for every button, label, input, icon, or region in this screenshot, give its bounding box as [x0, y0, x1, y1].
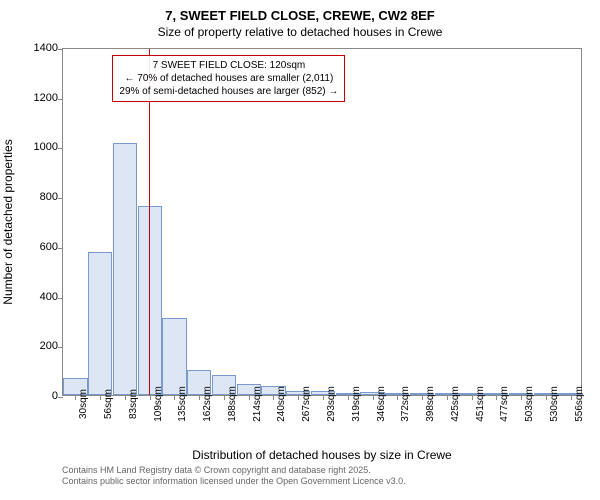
x-tick — [447, 395, 448, 400]
callout-line3: 29% of semi-detached houses are larger (… — [119, 85, 338, 98]
x-tick-label: 83sqm — [128, 389, 139, 419]
x-tick-label: 188sqm — [227, 386, 238, 422]
x-tick — [174, 395, 175, 400]
chart-container: 7, SWEET FIELD CLOSE, CREWE, CW2 8EF Siz… — [0, 0, 600, 500]
y-tick — [58, 49, 63, 50]
x-tick — [571, 395, 572, 400]
x-tick — [249, 395, 250, 400]
y-tick-label: 400 — [40, 291, 58, 303]
callout-box: 7 SWEET FIELD CLOSE: 120sqm← 70% of deta… — [112, 55, 345, 102]
x-tick — [397, 395, 398, 400]
y-tick — [58, 148, 63, 149]
x-tick — [323, 395, 324, 400]
y-tick-label: 600 — [40, 241, 58, 253]
x-tick — [224, 395, 225, 400]
histogram-bar — [113, 143, 137, 395]
x-tick-label: 346sqm — [376, 386, 387, 422]
x-tick-label: 477sqm — [499, 386, 510, 422]
x-tick-label: 214sqm — [252, 386, 263, 422]
x-tick-label: 267sqm — [301, 386, 312, 422]
x-tick-label: 56sqm — [103, 389, 114, 419]
x-tick — [125, 395, 126, 400]
y-tick-label: 1200 — [34, 92, 58, 104]
x-tick-label: 135sqm — [177, 386, 188, 422]
x-tick-label: 372sqm — [400, 386, 411, 422]
histogram-bar — [162, 318, 186, 395]
x-tick-label: 240sqm — [276, 386, 287, 422]
plot-area: 7 SWEET FIELD CLOSE: 120sqm← 70% of deta… — [62, 48, 582, 396]
x-tick-label: 503sqm — [524, 386, 535, 422]
callout-line1: 7 SWEET FIELD CLOSE: 120sqm — [119, 59, 338, 72]
chart-title-main: 7, SWEET FIELD CLOSE, CREWE, CW2 8EF — [0, 0, 600, 23]
x-tick-label: 451sqm — [475, 386, 486, 422]
y-tick — [58, 248, 63, 249]
x-tick — [546, 395, 547, 400]
attribution-text: Contains HM Land Registry data © Crown c… — [62, 465, 406, 487]
y-tick — [58, 397, 63, 398]
y-tick-label: 200 — [40, 340, 58, 352]
x-tick — [373, 395, 374, 400]
x-tick — [75, 395, 76, 400]
x-tick — [496, 395, 497, 400]
y-tick-label: 800 — [40, 191, 58, 203]
x-tick — [100, 395, 101, 400]
x-tick-label: 398sqm — [425, 386, 436, 422]
x-tick — [273, 395, 274, 400]
x-axis-label: Distribution of detached houses by size … — [62, 448, 582, 462]
y-tick-label: 1000 — [34, 141, 58, 153]
y-axis-label: Number of detached properties — [1, 139, 15, 304]
x-tick-label: 162sqm — [202, 386, 213, 422]
x-tick — [472, 395, 473, 400]
y-tick-label: 1400 — [34, 42, 58, 54]
x-tick — [422, 395, 423, 400]
attribution-line1: Contains HM Land Registry data © Crown c… — [62, 465, 406, 476]
x-tick — [521, 395, 522, 400]
x-tick-label: 556sqm — [574, 386, 585, 422]
y-tick — [58, 298, 63, 299]
attribution-line2: Contains public sector information licen… — [62, 476, 406, 487]
x-tick-label: 425sqm — [450, 386, 461, 422]
x-tick-label: 319sqm — [351, 386, 362, 422]
x-tick — [150, 395, 151, 400]
histogram-bar — [88, 252, 112, 395]
y-tick-label: 0 — [52, 390, 58, 402]
chart-title-sub: Size of property relative to detached ho… — [0, 23, 600, 39]
x-tick-label: 30sqm — [78, 389, 89, 419]
x-tick — [348, 395, 349, 400]
y-tick — [58, 347, 63, 348]
x-tick — [298, 395, 299, 400]
x-tick-label: 109sqm — [153, 386, 164, 422]
x-tick-label: 530sqm — [549, 386, 560, 422]
y-tick — [58, 198, 63, 199]
callout-line2: ← 70% of detached houses are smaller (2,… — [119, 72, 338, 85]
y-tick — [58, 99, 63, 100]
x-tick-label: 293sqm — [326, 386, 337, 422]
x-tick — [199, 395, 200, 400]
